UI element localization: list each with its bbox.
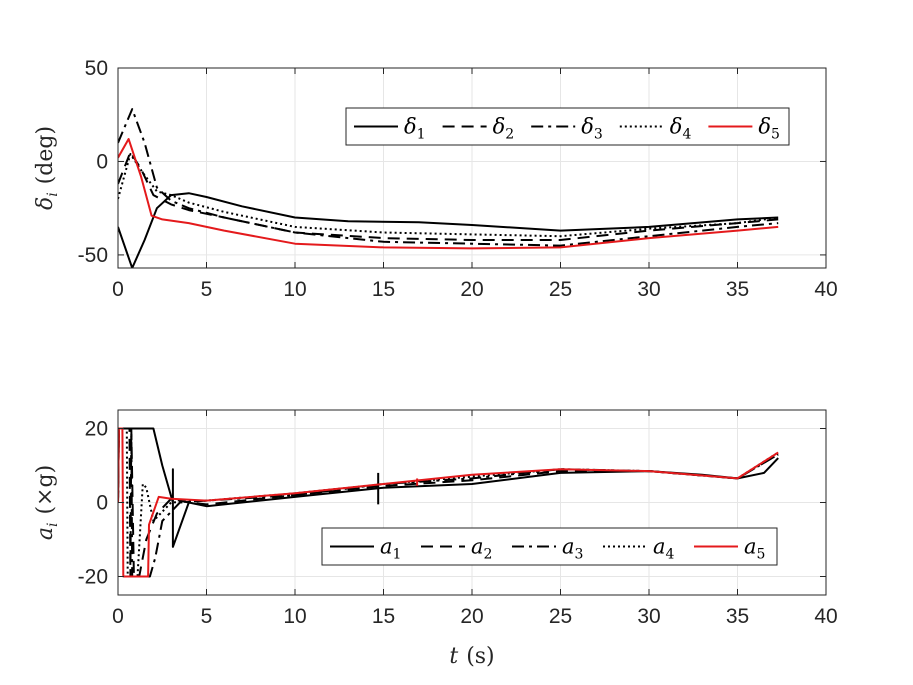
legend-label-subscript: 4 xyxy=(682,127,691,143)
legend-label-symbol: a xyxy=(380,535,393,559)
x-tick-label: 20 xyxy=(460,605,483,628)
legend-label-δ5: δ5 xyxy=(758,115,780,143)
x-tick-label: 25 xyxy=(549,278,572,301)
x-tick-label: 5 xyxy=(201,278,213,301)
legend-label-symbol: a xyxy=(471,535,484,559)
x-axis-label: t (s) xyxy=(449,644,494,669)
x-tick-label: 30 xyxy=(637,278,660,301)
y-axis-label-unit: (deg) xyxy=(33,126,58,184)
x-tick-label: 40 xyxy=(814,605,837,628)
y-axis-label-symbol: a xyxy=(33,527,58,540)
y-tick-label: -20 xyxy=(78,566,108,589)
legend-label-subscript: 4 xyxy=(666,547,675,563)
legend-label-subscript: 3 xyxy=(594,127,603,143)
y-tick-label: 50 xyxy=(85,57,108,80)
y-tick-label: 0 xyxy=(96,150,108,173)
legend: δ1 δ2 δ3 δ4 δ5 xyxy=(345,107,790,146)
x-axis-label-symbol: t xyxy=(449,644,458,669)
y-axis-label: ai (×g) xyxy=(33,465,61,540)
legend: a1 a2 a3 a4 a5 xyxy=(321,527,778,566)
legend-label-δ4: δ4 xyxy=(670,115,692,143)
x-tick-label: 15 xyxy=(372,278,395,301)
legend-label-symbol: δ xyxy=(670,115,683,139)
y-axis-label-symbol: δ xyxy=(33,197,58,210)
y-axis-label-subscript: i xyxy=(45,192,61,196)
series-line-δ3 xyxy=(118,108,779,247)
x-tick-label: 40 xyxy=(814,278,837,301)
legend-label-subscript: 1 xyxy=(393,547,402,563)
legend-label-δ1: δ1 xyxy=(404,115,426,143)
x-tick-label: 35 xyxy=(726,278,749,301)
x-tick-label: 20 xyxy=(460,278,483,301)
legend-label-δ2: δ2 xyxy=(493,115,515,143)
x-tick-label: 0 xyxy=(112,278,124,301)
y-tick-label: -50 xyxy=(78,244,108,267)
y-axis-label-unit: (×g) xyxy=(33,465,58,515)
legend-label-symbol: δ xyxy=(758,115,771,139)
legend-label-symbol: δ xyxy=(581,115,594,139)
x-tick-label: 10 xyxy=(283,605,306,628)
x-tick-label: 30 xyxy=(637,605,660,628)
y-tick-label: 20 xyxy=(85,418,108,441)
legend-label-a4: a4 xyxy=(653,535,675,563)
series-group xyxy=(118,108,779,268)
legend-label-symbol: δ xyxy=(404,115,417,139)
y-axis-label: δi (deg) xyxy=(33,126,61,210)
series-line-δ5 xyxy=(118,138,779,250)
x-tick-label: 10 xyxy=(283,278,306,301)
legend-label-a1: a1 xyxy=(380,535,401,563)
legend-label-symbol: a xyxy=(653,535,666,559)
legend-label-a5: a5 xyxy=(744,535,765,563)
x-tick-label: 5 xyxy=(201,605,213,628)
x-tick-label: 25 xyxy=(549,605,572,628)
legend-label-subscript: 2 xyxy=(505,127,514,143)
series-line-δ1 xyxy=(118,192,779,268)
legend-label-symbol: δ xyxy=(493,115,506,139)
legend-label-a3: a3 xyxy=(562,535,583,563)
legend-label-subscript: 5 xyxy=(771,127,780,143)
series-line-a4 xyxy=(118,427,779,578)
legend-label-symbol: a xyxy=(562,535,575,559)
legend-label-a2: a2 xyxy=(471,535,492,563)
legend-label-subscript: 1 xyxy=(417,127,426,143)
legend-label-symbol: a xyxy=(744,535,757,559)
x-tick-label: 35 xyxy=(726,605,749,628)
y-tick-label: 0 xyxy=(96,492,108,515)
legend-label-subscript: 2 xyxy=(484,547,493,563)
y-axis-label-subscript: i xyxy=(45,523,61,527)
legend-label-δ3: δ3 xyxy=(581,115,603,143)
x-axis-label-unit: (s) xyxy=(466,644,494,669)
x-tick-label: 15 xyxy=(372,605,395,628)
legend-label-subscript: 5 xyxy=(757,547,766,563)
x-tick-label: 0 xyxy=(112,605,124,628)
legend-label-subscript: 3 xyxy=(575,547,584,563)
